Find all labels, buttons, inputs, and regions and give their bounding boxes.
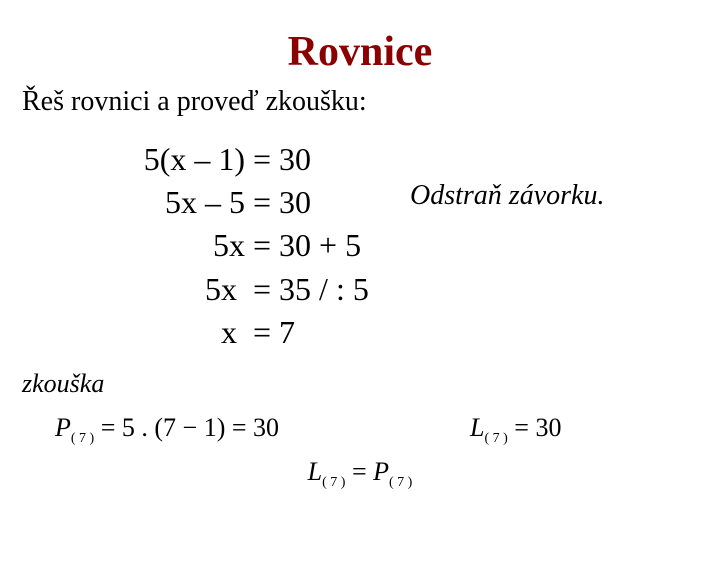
subtitle: Řeš rovnici a proveď zkoušku: (22, 86, 720, 118)
check-final-l: L (308, 457, 322, 486)
check-label: zkouška (22, 369, 720, 399)
equation-line-3: 5x = 30 + 5 (70, 224, 720, 267)
page-title: Rovnice (0, 28, 720, 76)
annotation-text: Odstraň závorku. (410, 180, 604, 212)
equation-line-5: x = 7 (70, 311, 720, 354)
eq3-left: 5x (70, 224, 245, 267)
eq2-left: 5x – 5 (70, 181, 245, 224)
check-p-var: P (55, 413, 71, 442)
eq2-right: = 30 (245, 181, 311, 224)
check-l-sub: ( 7 ) (484, 431, 507, 446)
check-p-rest: = 5 . (7 − 1) = 30 (94, 413, 279, 442)
eq4-left: 5x (70, 268, 245, 311)
check-final-p: P (373, 457, 389, 486)
check-l-rest: = 30 (508, 413, 562, 442)
check-row-2: L( 7 ) = P( 7 ) (0, 457, 720, 491)
check-final-l-sub: ( 7 ) (322, 475, 345, 490)
eq1-left: 5(x – 1) (70, 138, 245, 181)
equation-line-2: 5x – 5 = 30 (70, 181, 720, 224)
equation-line-4: 5x = 35 / : 5 (70, 268, 720, 311)
check-row-1: P( 7 ) = 5 . (7 − 1) = 30 L( 7 ) = 30 (0, 413, 720, 449)
eq5-left: x (70, 311, 245, 354)
check-p-expr: P( 7 ) = 5 . (7 − 1) = 30 (55, 413, 279, 447)
check-final-p-sub: ( 7 ) (389, 475, 412, 490)
equation-line-1: 5(x – 1) = 30 (70, 138, 720, 181)
eq3-right: = 30 + 5 (245, 224, 361, 267)
eq5-right: = 7 (245, 311, 295, 354)
eq1-right: = 30 (245, 138, 311, 181)
check-p-sub: ( 7 ) (71, 431, 94, 446)
check-l-expr: L( 7 ) = 30 (470, 413, 561, 447)
check-final-eq: = (345, 457, 373, 486)
equations-block: 5(x – 1) = 30 5x – 5 = 30 5x = 30 + 5 5x… (70, 138, 720, 354)
eq4-right: = 35 / : 5 (245, 268, 369, 311)
check-l-var: L (470, 413, 484, 442)
